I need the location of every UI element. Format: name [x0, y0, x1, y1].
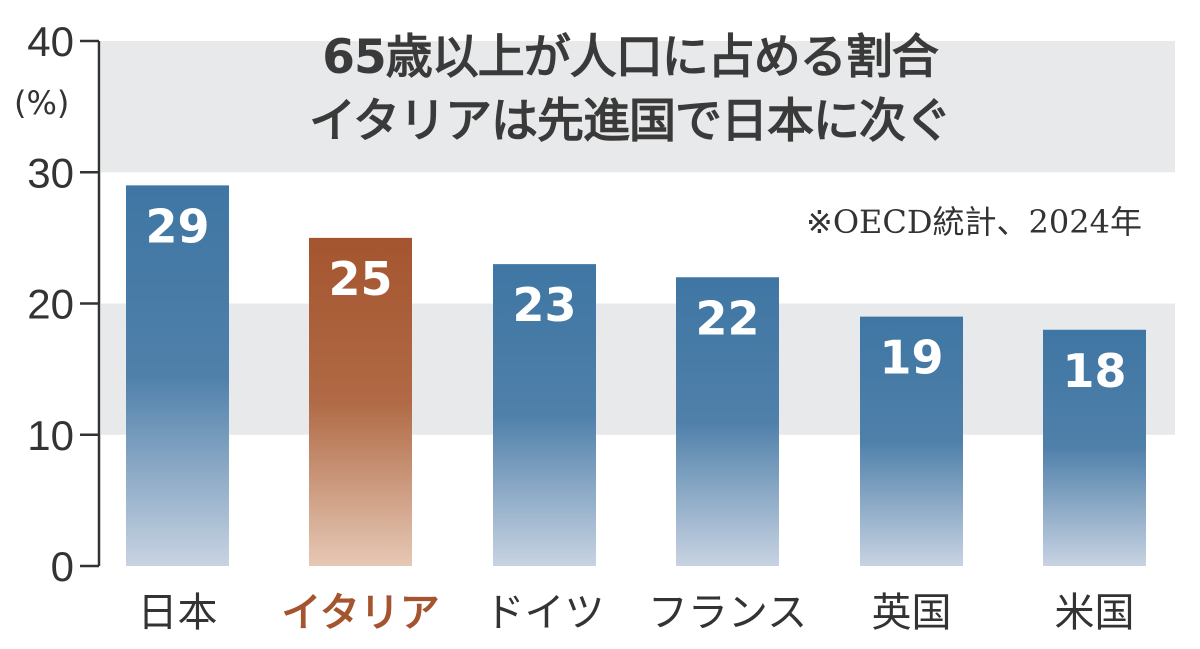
y-tick-label: 10 — [27, 412, 74, 459]
bar-0 — [126, 185, 229, 566]
bar-value-label: 29 — [145, 199, 209, 253]
x-tick-label: イタリア — [281, 590, 439, 636]
x-tick-label: 日本 — [138, 590, 218, 636]
bar-3 — [676, 277, 779, 566]
y-tick-label: 20 — [27, 281, 74, 328]
bar-1 — [309, 237, 412, 566]
x-tick-label: 英国 — [872, 590, 952, 636]
bar-value-label: 23 — [512, 278, 576, 332]
bar-value-label: 25 — [328, 252, 392, 306]
bar-value-label: 22 — [695, 291, 759, 345]
x-tick-label: フランス — [648, 590, 807, 636]
y-tick-label: 40 — [27, 18, 74, 65]
source-note: ※OECD統計、2024年 — [806, 203, 1142, 241]
grid-band — [101, 303, 1175, 435]
chart-title: 65歳以上が人口に占める割合 — [322, 30, 938, 85]
x-tick-label: ドイツ — [485, 590, 605, 636]
x-tick-label: 米国 — [1055, 590, 1135, 636]
y-tick-label: 0 — [51, 543, 74, 590]
bar-value-label: 19 — [879, 331, 943, 385]
grid-band — [101, 41, 1175, 173]
y-axis-unit: (%) — [14, 84, 70, 122]
chart-subtitle: イタリアは先進国で日本に次ぐ — [308, 94, 952, 149]
bar-value-label: 18 — [1062, 344, 1126, 398]
bar-4 — [860, 316, 963, 566]
y-tick-label: 30 — [27, 149, 74, 196]
bar-5 — [1043, 329, 1146, 566]
bar-2 — [493, 264, 596, 566]
